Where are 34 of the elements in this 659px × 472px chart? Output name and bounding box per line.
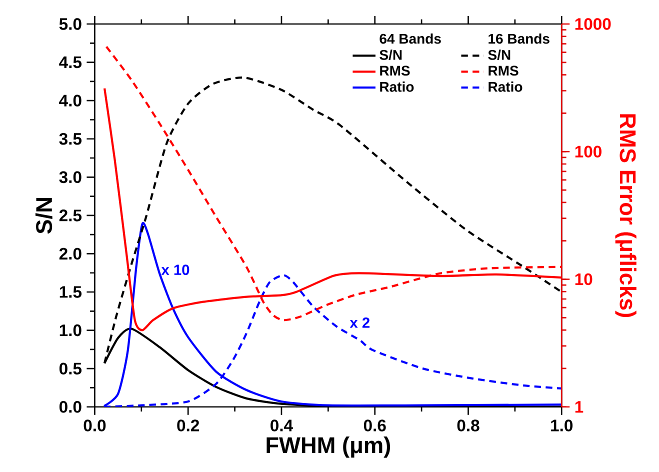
x-axis-title: FWHM (μm) [266,436,390,458]
annotation: x 10 [161,264,190,275]
y2-tick-label: 10 [575,273,592,286]
y-tick-label: 3.5 [59,132,82,145]
legend-label: Ratio [488,81,522,92]
x-tick-label: 0.6 [364,419,386,432]
y-tick-label: 4.5 [59,56,82,68]
y-tick-label: 2.5 [59,209,82,222]
y-tick-label: 5.0 [59,18,82,30]
annotation: 16 Bands [488,33,550,44]
x-tick-label: 0.4 [270,419,293,432]
y2-tick-label: 1 [575,401,584,412]
y-axis-title: S/N [35,198,52,234]
legend-label: Ratio [380,81,414,92]
y-tick-label: 0.5 [59,362,82,374]
legend-label: RMS [488,66,518,76]
y2-tick-label: 100 [575,146,602,158]
x-tick-label: 0.8 [457,419,480,432]
legend-label: S/N [380,49,402,60]
x-tick-label: 1.0 [551,419,573,432]
legend-label: RMS [380,66,410,76]
x-tick-label: 0.2 [177,419,200,432]
y2-axis-title: RMS Error (μflicks) [615,114,636,317]
y-tick-label: 2.0 [59,248,82,260]
annotation: 64 Bands [380,33,441,44]
y-tick-label: 3.0 [59,171,82,183]
annotation: x 2 [350,317,370,328]
y2-tick-label: 1000 [575,18,611,30]
y-tick-label: 0.0 [59,400,82,413]
legend-label: S/N [488,49,510,60]
y-tick-label: 1.0 [60,324,82,336]
x-tick-label: 0.0 [84,419,106,432]
y-tick-label: 1.5 [60,286,82,298]
y-tick-label: 4.0 [59,94,82,106]
